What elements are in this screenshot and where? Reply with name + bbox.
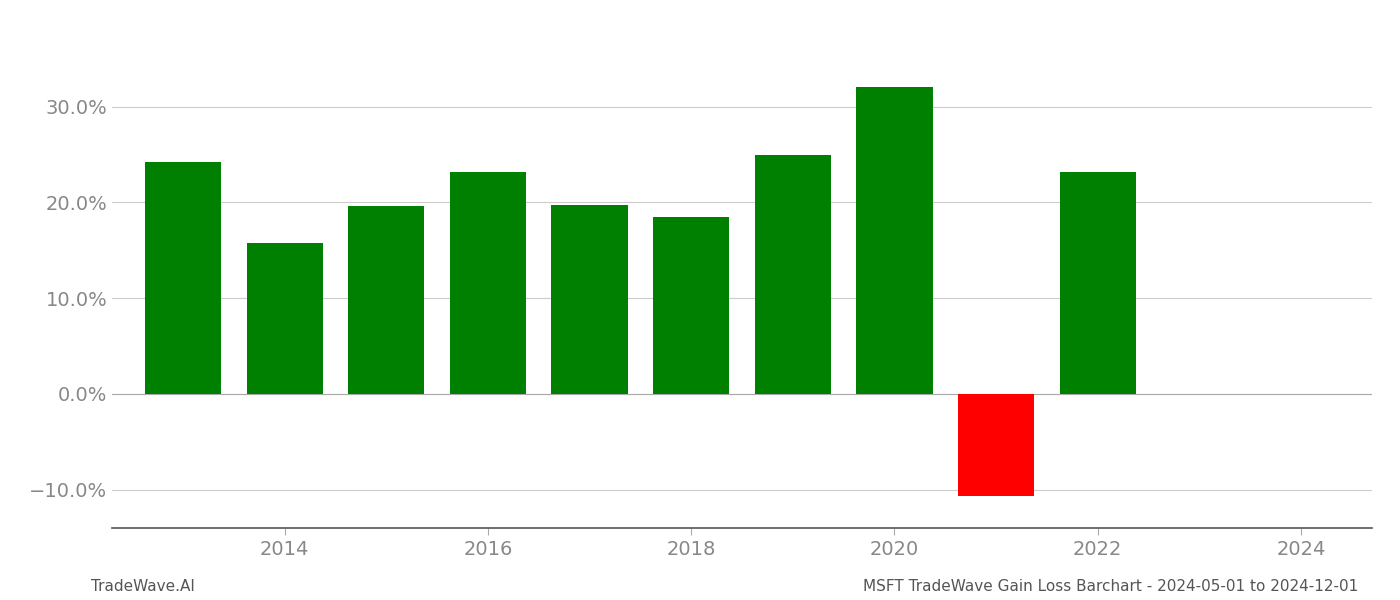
Bar	[1060, 172, 1135, 394]
Bar	[652, 217, 729, 394]
Text: TradeWave.AI: TradeWave.AI	[91, 579, 195, 594]
Bar	[857, 88, 932, 394]
Bar	[449, 172, 526, 394]
Bar	[246, 242, 323, 394]
Bar	[146, 162, 221, 394]
Bar	[349, 206, 424, 394]
Bar	[958, 394, 1035, 496]
Text: MSFT TradeWave Gain Loss Barchart - 2024-05-01 to 2024-12-01: MSFT TradeWave Gain Loss Barchart - 2024…	[862, 579, 1358, 594]
Bar	[552, 205, 627, 394]
Bar	[755, 155, 832, 394]
